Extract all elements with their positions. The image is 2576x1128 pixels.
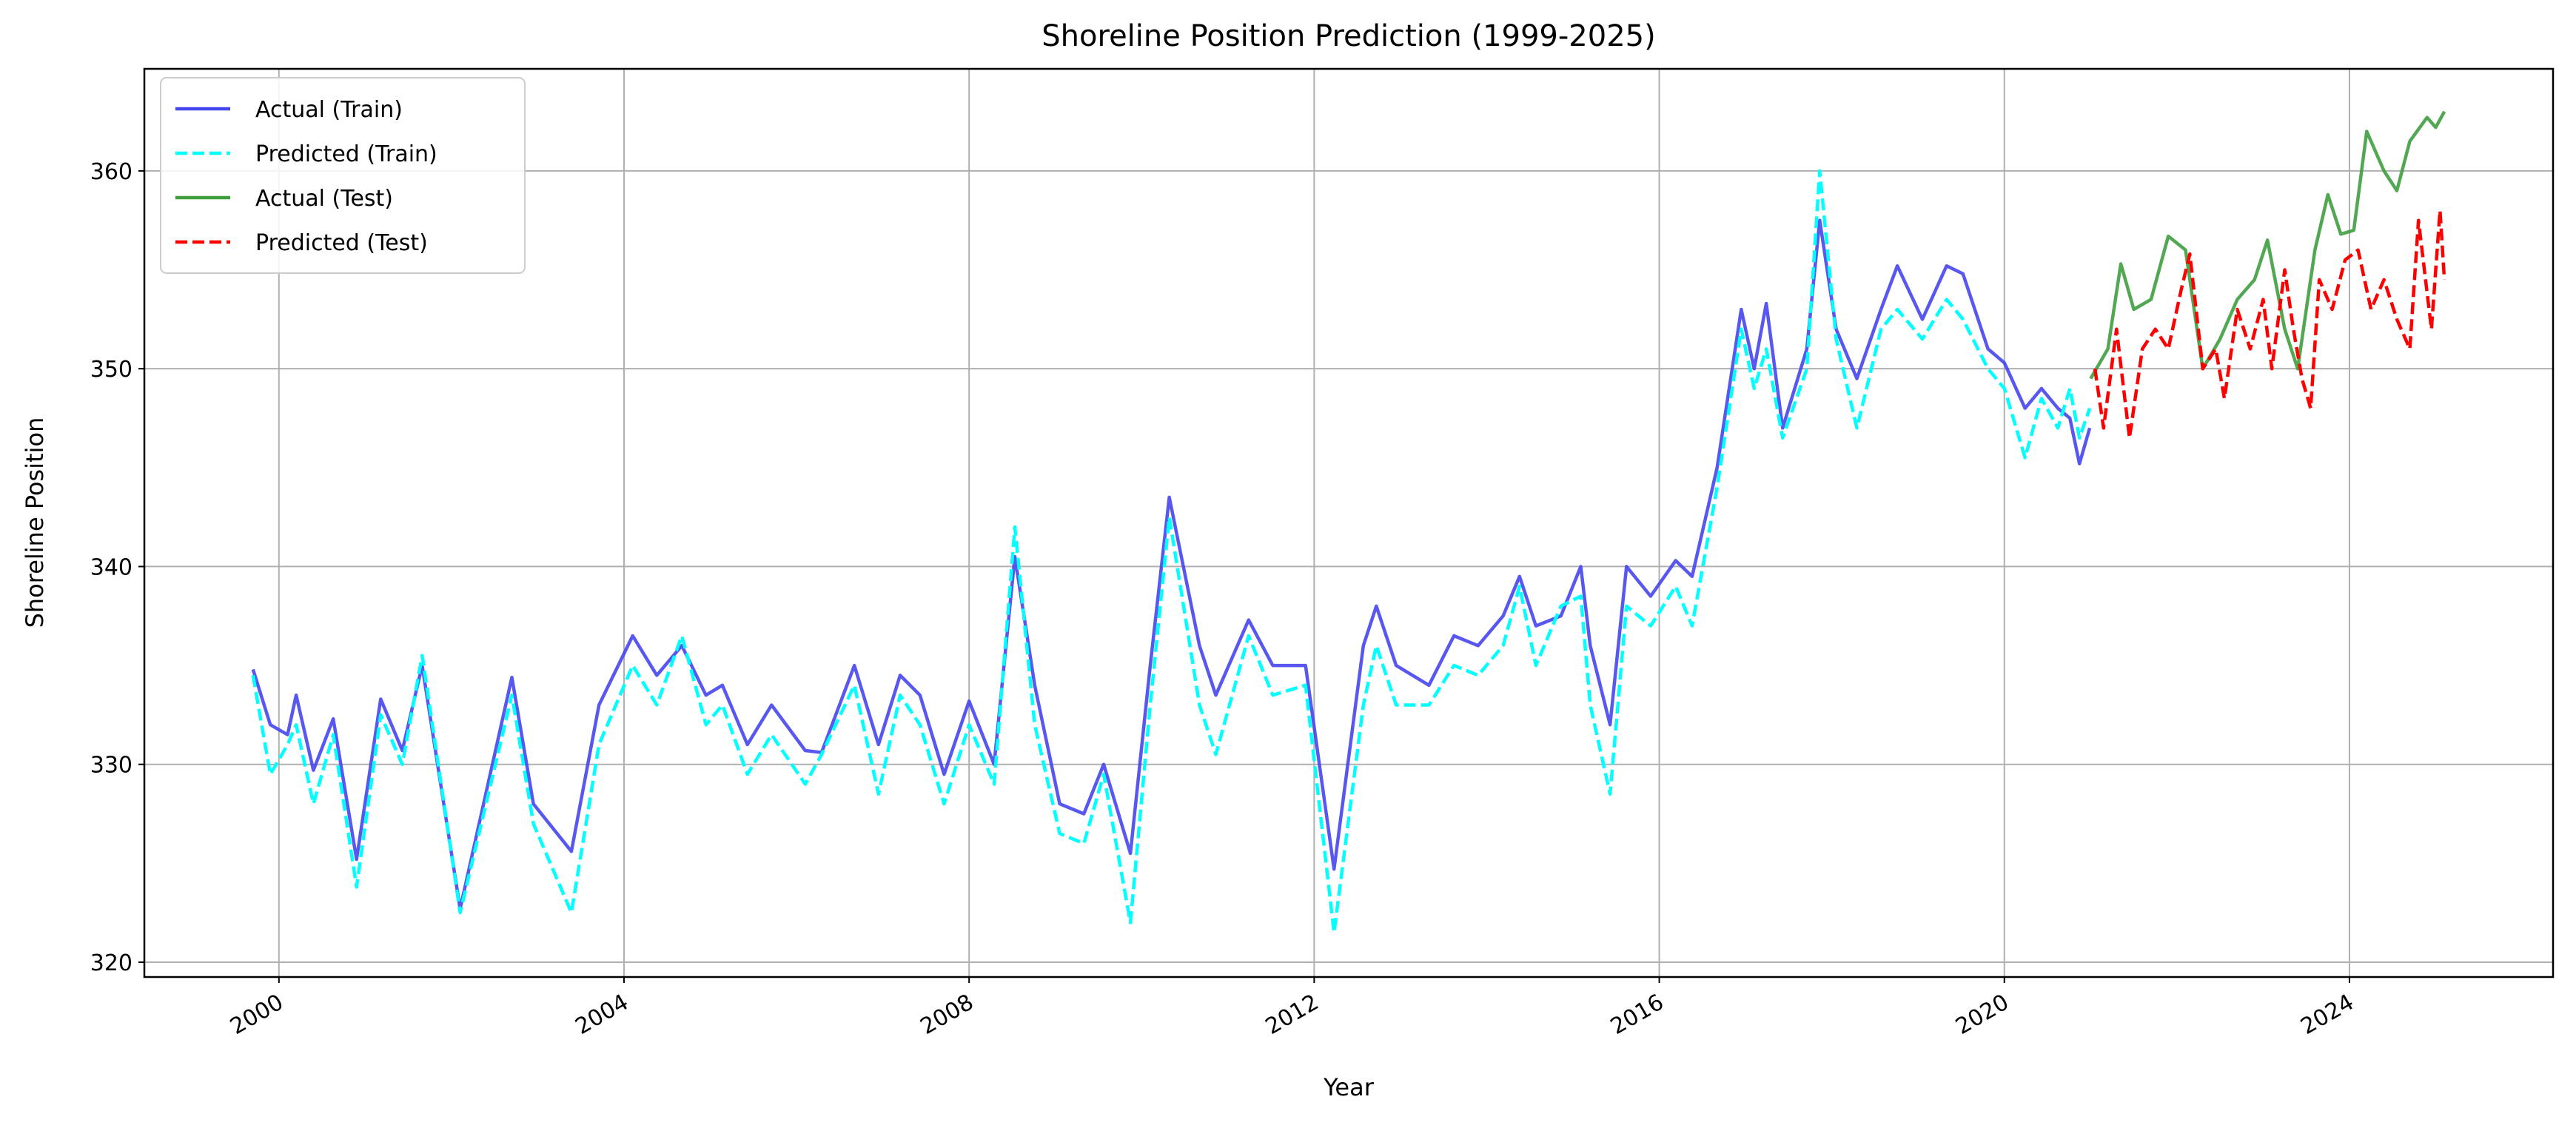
- x-axis-label: Year: [1323, 1073, 1375, 1101]
- x-tick-label: 2008: [916, 990, 979, 1040]
- y-tick-label: 320: [90, 950, 133, 976]
- plot-frame: [143, 67, 2555, 978]
- legend-label: Actual (Train): [255, 97, 403, 123]
- data-line: [251, 218, 2092, 911]
- x-tick-label: 2004: [571, 990, 633, 1040]
- chart-title: Shoreline Position Prediction (1999-2025…: [1042, 19, 1655, 53]
- data-line: [251, 169, 2092, 935]
- x-tick-label: 2020: [1951, 990, 2013, 1040]
- legend-label: Actual (Test): [255, 186, 393, 212]
- y-tick-label: 340: [90, 554, 133, 580]
- legend: Actual (Train) Predicted (Train) Actual (T…: [160, 77, 526, 274]
- x-tick-label: 2012: [1261, 990, 1324, 1040]
- y-axis-label: Shoreline Position: [21, 417, 49, 628]
- legend-label: Predicted (Train): [255, 141, 437, 167]
- y-tick-label: 330: [90, 753, 133, 779]
- legend-box: [160, 77, 526, 274]
- data-line: [2089, 110, 2446, 380]
- x-tick-label: 2016: [1606, 990, 1668, 1040]
- y-tick-label: 350: [90, 357, 133, 383]
- x-tick-label: 2024: [2296, 990, 2358, 1040]
- legend-label: Predicted (Test): [255, 230, 428, 256]
- y-tick-label: 360: [90, 159, 133, 185]
- x-tick-label: 2000: [226, 990, 288, 1040]
- data-line: [2093, 209, 2446, 440]
